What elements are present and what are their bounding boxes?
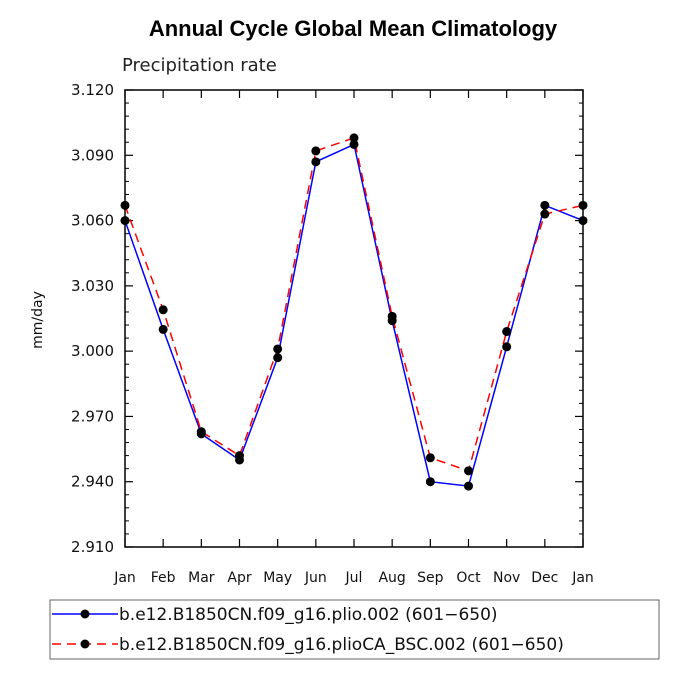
legend-label-series-1: b.e12.B1850CN.f09_g16.plio.002 (601−650) [119,605,498,625]
x-tick-label: May [263,570,292,586]
series-2-point [273,344,283,354]
x-tick-label: Oct [456,570,481,586]
chart-title: Annual Cycle Global Mean Climatology [149,16,558,41]
chart-subtitle: Precipitation rate [122,55,277,76]
series-2-point [502,327,512,337]
x-tick-label: Dec [531,570,558,586]
x-tick-label: Jun [304,570,327,586]
y-tick-label: 2.910 [71,538,114,556]
series-1-point [158,324,168,334]
series-1-point [273,353,283,363]
y-tick-label: 2.940 [71,473,114,491]
x-tick-label: Apr [227,570,251,586]
y-tick-label: 3.120 [71,81,114,99]
legend-label-series-2: b.e12.B1850CN.f09_g16.plioCA_BSC.002 (60… [119,635,564,655]
y-tick-label: 3.000 [71,342,114,360]
series-2-point [464,466,473,476]
series-1-point [502,342,512,352]
y-axis-label: mm/day [30,291,46,349]
legend-marker-series-2 [80,639,90,649]
series-2-point [158,305,168,315]
x-tick-label: Jan [113,570,136,586]
series-2-point [196,427,206,437]
series-2-point [349,133,359,143]
x-tick-label: Feb [151,570,176,586]
legend-box [49,599,660,660]
y-tick-label: 2.970 [71,407,114,425]
x-tick-label: Nov [493,570,520,586]
x-tick-label: Sep [417,570,444,586]
x-tick-label: Jul [345,570,363,586]
series-2-point [425,453,435,463]
series-1-point [464,481,473,491]
series-1-point [540,200,550,210]
series-1-point [425,477,435,487]
plot-frame [124,89,584,548]
series-line-1 [124,143,584,487]
series-2-point [387,311,397,321]
y-tick-label: 3.060 [71,212,114,230]
series-2-point [235,451,244,461]
series-2-point [311,146,321,156]
x-tick-label: Aug [378,570,405,586]
y-tick-label: 3.030 [71,277,114,295]
y-tick-label: 3.090 [71,146,114,164]
legend-marker-series-1 [80,609,90,619]
series-line-2 [124,136,584,472]
x-tick-label: Mar [188,570,215,586]
x-tick-label: Jan [571,570,594,586]
series-1-point [311,157,321,167]
series-1-point [349,139,359,149]
series-2-point [540,209,550,219]
legend: b.e12.B1850CN.f09_g16.plio.002 (601−650)… [49,599,660,660]
